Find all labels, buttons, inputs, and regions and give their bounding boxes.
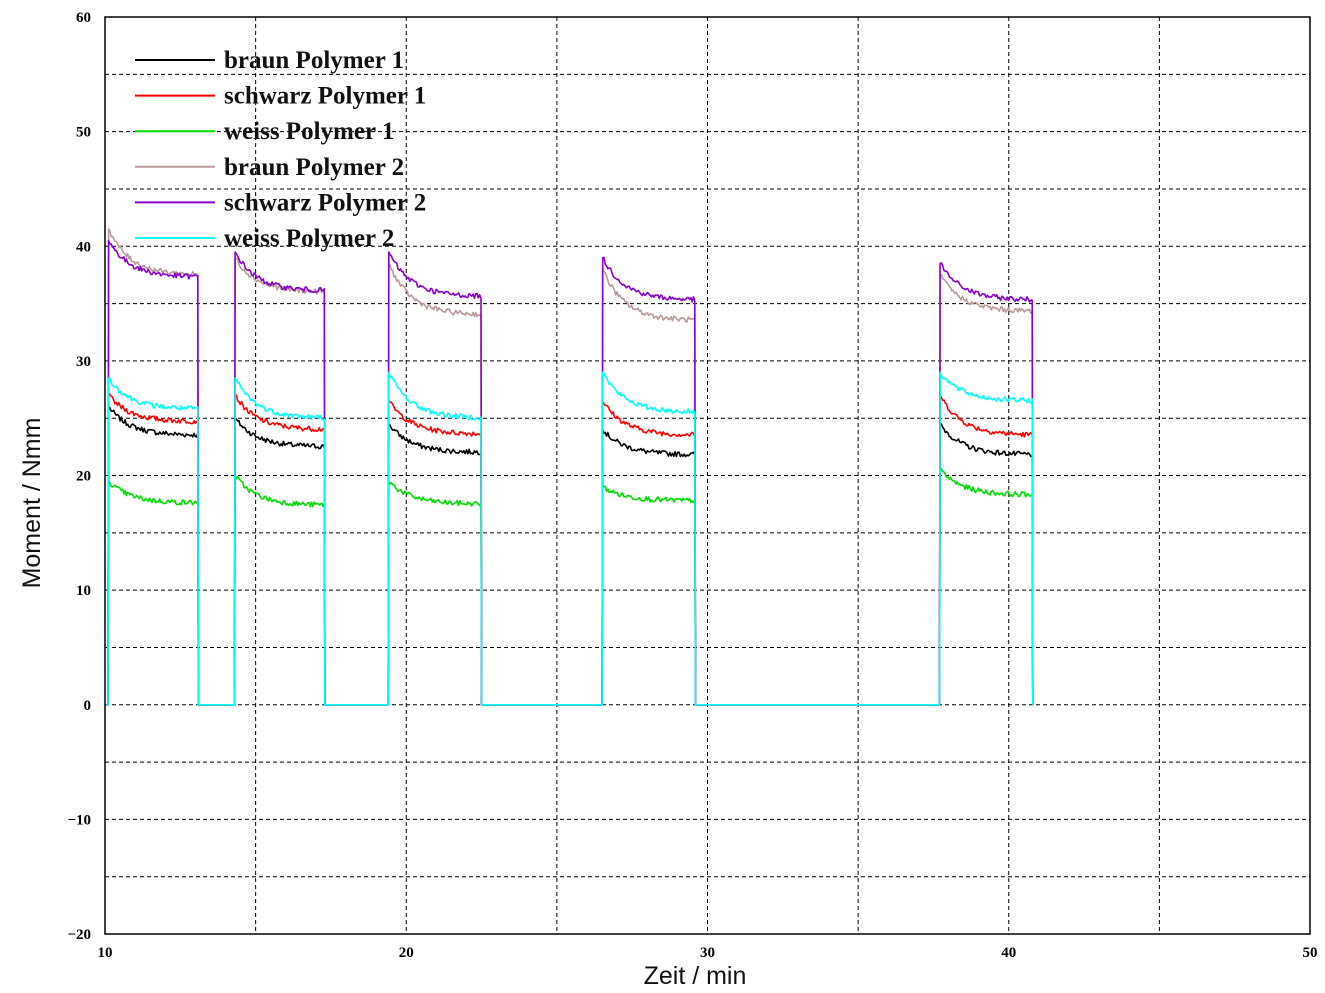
x-axis-title: Zeit / min <box>644 962 747 990</box>
y-tick-label: 10 <box>76 583 91 599</box>
y-tick-label: 0 <box>84 698 92 714</box>
series-line-3 <box>107 469 1033 705</box>
series-line-5 <box>107 241 1033 705</box>
series-line-2 <box>107 394 1033 705</box>
y-tick-label: 50 <box>76 125 91 141</box>
series-line-4 <box>107 229 1033 705</box>
y-tick-label: −20 <box>67 927 91 943</box>
legend-entry: weiss Polymer 2 <box>224 225 394 252</box>
legend-entry: braun Polymer 2 <box>224 154 404 181</box>
x-tick-label: 10 <box>98 945 113 961</box>
plot-area <box>107 229 1033 705</box>
x-tick-label: 40 <box>1001 945 1016 961</box>
y-tick-label: −10 <box>67 812 91 828</box>
legend-entry: braun Polymer 1 <box>224 47 404 74</box>
legend-entry: schwarz Polymer 2 <box>224 189 426 216</box>
y-tick-label: 60 <box>76 10 91 26</box>
series-line-1 <box>107 407 1033 705</box>
y-axis-title: Moment / Nmm <box>18 418 46 589</box>
y-tick-label: 20 <box>76 469 91 485</box>
y-tick-label: 40 <box>76 239 91 255</box>
legend-entry: weiss Polymer 1 <box>224 118 394 145</box>
x-tick-label: 20 <box>399 945 414 961</box>
series-line-6 <box>107 372 1033 705</box>
x-tick-label: 30 <box>700 945 715 961</box>
tick-labels: 10 20 30 40 50 −20 −10 0 10 20 30 40 50 60 <box>67 10 1317 961</box>
x-tick-label: 50 <box>1303 945 1318 961</box>
legend: braun Polymer 1 schwarz Polymer 1 weiss Po… <box>135 47 426 252</box>
y-tick-label: 30 <box>76 354 91 370</box>
legend-entry: schwarz Polymer 1 <box>224 83 426 110</box>
